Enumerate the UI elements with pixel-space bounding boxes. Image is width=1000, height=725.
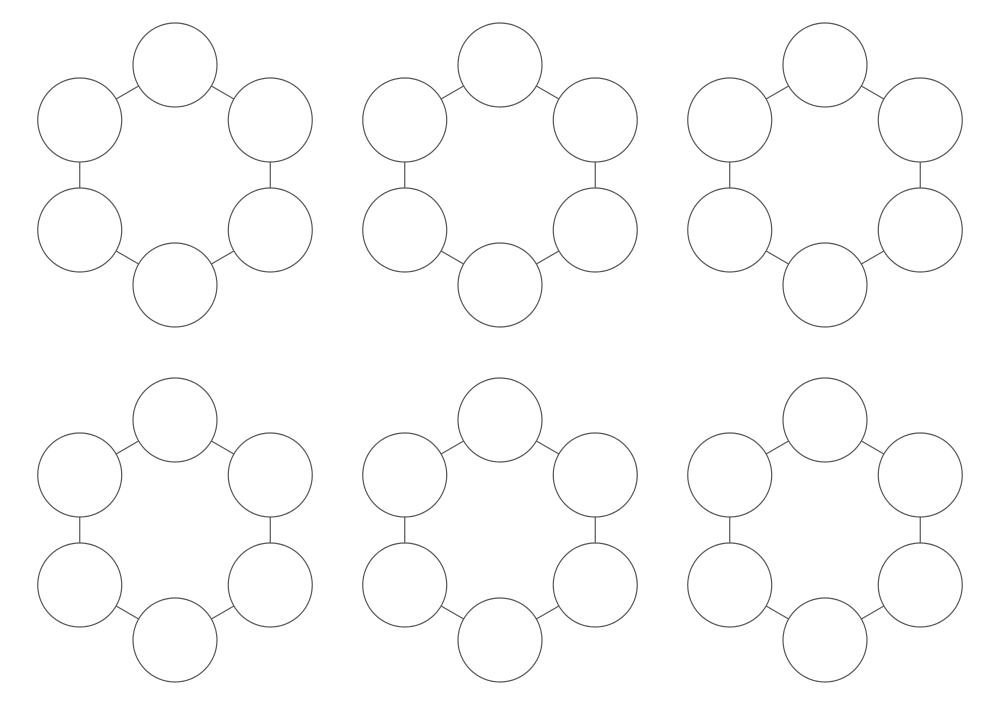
ring-edge — [861, 251, 884, 264]
ring-node-1 — [878, 433, 962, 517]
ring-node-1 — [878, 78, 962, 162]
ring-node-1 — [228, 433, 312, 517]
ring-node-0 — [133, 378, 217, 462]
ring-node-4 — [38, 543, 122, 627]
ring-edge — [211, 441, 234, 454]
ring-node-2 — [878, 188, 962, 272]
ring-node-5 — [38, 433, 122, 517]
ring-edge — [766, 251, 789, 264]
hex-ring-cluster-5 — [688, 378, 963, 682]
ring-edge — [116, 86, 139, 99]
ring-edge — [766, 86, 789, 99]
ring-edge — [211, 606, 234, 619]
ring-edge — [861, 441, 884, 454]
ring-node-0 — [133, 23, 217, 107]
ring-node-2 — [553, 188, 637, 272]
ring-edge — [441, 441, 464, 454]
ring-node-4 — [688, 543, 772, 627]
ring-node-4 — [688, 188, 772, 272]
ring-node-5 — [363, 433, 447, 517]
ring-edge — [536, 606, 559, 619]
ring-node-4 — [38, 188, 122, 272]
ring-node-1 — [553, 433, 637, 517]
ring-node-0 — [783, 23, 867, 107]
ring-node-0 — [458, 23, 542, 107]
ring-edge — [861, 86, 884, 99]
ring-edge — [211, 86, 234, 99]
ring-node-2 — [553, 543, 637, 627]
ring-node-3 — [458, 598, 542, 682]
hex-ring-cluster-2 — [688, 23, 963, 327]
ring-edge — [441, 86, 464, 99]
ring-edge — [536, 86, 559, 99]
ring-edge — [441, 251, 464, 264]
ring-node-3 — [783, 598, 867, 682]
ring-node-5 — [688, 78, 772, 162]
hex-ring-cluster-3 — [38, 378, 313, 682]
ring-node-5 — [38, 78, 122, 162]
ring-node-2 — [228, 188, 312, 272]
ring-edge — [766, 606, 789, 619]
hexagon-ring-grid — [0, 0, 1000, 725]
hex-ring-cluster-4 — [363, 378, 638, 682]
ring-node-3 — [133, 598, 217, 682]
ring-node-2 — [228, 543, 312, 627]
ring-edge — [211, 251, 234, 264]
ring-node-2 — [878, 543, 962, 627]
ring-node-5 — [688, 433, 772, 517]
ring-node-5 — [363, 78, 447, 162]
ring-edge — [116, 251, 139, 264]
ring-node-3 — [133, 243, 217, 327]
ring-node-0 — [458, 378, 542, 462]
ring-edge — [766, 441, 789, 454]
ring-node-0 — [783, 378, 867, 462]
ring-edge — [441, 606, 464, 619]
ring-node-3 — [458, 243, 542, 327]
ring-edge — [861, 606, 884, 619]
ring-node-1 — [553, 78, 637, 162]
ring-edge — [536, 441, 559, 454]
hex-ring-cluster-0 — [38, 23, 313, 327]
ring-edge — [116, 606, 139, 619]
ring-node-3 — [783, 243, 867, 327]
hex-ring-cluster-1 — [363, 23, 638, 327]
ring-edge — [116, 441, 139, 454]
ring-node-1 — [228, 78, 312, 162]
ring-node-4 — [363, 543, 447, 627]
ring-edge — [536, 251, 559, 264]
ring-node-4 — [363, 188, 447, 272]
